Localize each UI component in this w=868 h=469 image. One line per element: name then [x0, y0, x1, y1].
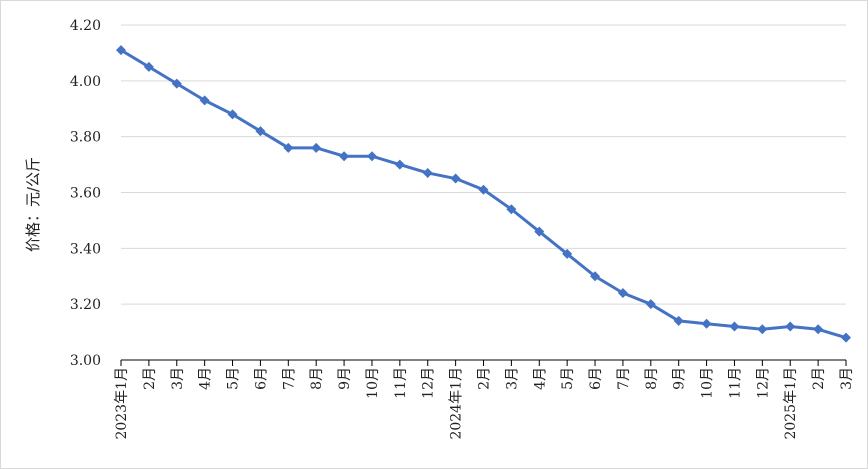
- x-tick-label: 2月: [477, 367, 493, 390]
- x-tick-label: 2月: [142, 367, 158, 390]
- x-tick-label: 10月: [700, 367, 716, 399]
- x-axis-ticks: 2023年1月 2月 3月 4月 5月 6月 7月 8月 9月 10月 11月 12月 2024年1月 2…: [114, 367, 855, 440]
- y-tick-label: 3.40: [70, 241, 101, 257]
- x-tick-label: 9月: [672, 367, 688, 390]
- x-tick-label: 3月: [839, 367, 855, 390]
- data-point: [339, 151, 350, 162]
- x-tick-label: 12月: [755, 367, 771, 399]
- data-point: [701, 318, 712, 329]
- x-tick-label: 2025年1月: [783, 367, 799, 440]
- data-point: [534, 226, 545, 237]
- data-point: [562, 248, 573, 259]
- data-point: [143, 61, 154, 72]
- x-tick-label: 5月: [226, 367, 242, 390]
- data-point: [645, 299, 656, 310]
- data-point: [394, 159, 405, 170]
- x-tick-label: 11月: [393, 367, 409, 399]
- data-point: [116, 45, 126, 56]
- x-tick-label: 6月: [588, 367, 604, 390]
- x-tick-label: 2月: [811, 367, 827, 390]
- data-point: [171, 78, 182, 89]
- x-tick-label: 4月: [198, 367, 214, 390]
- x-tick-label: 3月: [504, 367, 520, 390]
- series: [116, 45, 851, 343]
- data-point: [506, 204, 517, 215]
- data-point: [366, 151, 377, 162]
- x-tick-label: 12月: [421, 367, 437, 399]
- gridlines: [121, 24, 846, 305]
- x-tick-label: 7月: [616, 367, 632, 390]
- data-point: [199, 95, 210, 106]
- data-point: [478, 184, 489, 195]
- y-tick-label: 3.80: [70, 130, 101, 146]
- data-point: [617, 288, 628, 298]
- y-tick-label: 4.20: [70, 18, 101, 34]
- data-point: [590, 271, 601, 282]
- x-tick-label: 3月: [170, 367, 186, 390]
- x-tick-label: 11月: [727, 367, 743, 399]
- y-tick-label: 3.60: [70, 186, 101, 202]
- x-axis: [120, 359, 847, 366]
- y-axis-label: 价格：元/公斤: [24, 157, 42, 252]
- data-point: [283, 142, 294, 153]
- data-point: [450, 173, 461, 184]
- y-tick-label: 3.00: [70, 353, 101, 369]
- data-point: [673, 315, 684, 326]
- data-point: [729, 321, 740, 332]
- x-tick-label: 10月: [365, 367, 381, 399]
- y-axis-ticks: 3.00 3.20 3.40 3.60 3.80 4.00 4.20: [70, 18, 101, 369]
- y-tick-label: 4.00: [70, 74, 101, 90]
- data-point: [785, 321, 796, 332]
- x-tick-label: 7月: [281, 367, 297, 390]
- y-tick-label: 3.20: [70, 297, 101, 313]
- x-tick-label: 8月: [309, 367, 325, 390]
- x-tick-label: 9月: [337, 367, 353, 390]
- x-tick-label: 5月: [560, 367, 576, 390]
- data-point: [757, 324, 768, 335]
- data-point: [422, 167, 433, 178]
- x-tick-label: 2024年1月: [449, 367, 465, 440]
- x-tick-label: 6月: [253, 367, 269, 390]
- data-point: [841, 332, 851, 343]
- x-tick-label: 8月: [644, 367, 660, 390]
- data-point: [311, 142, 322, 153]
- x-tick-label: 4月: [532, 367, 548, 390]
- x-tick-label: 2023年1月: [114, 367, 130, 440]
- data-point: [813, 324, 824, 335]
- data-point: [227, 109, 238, 120]
